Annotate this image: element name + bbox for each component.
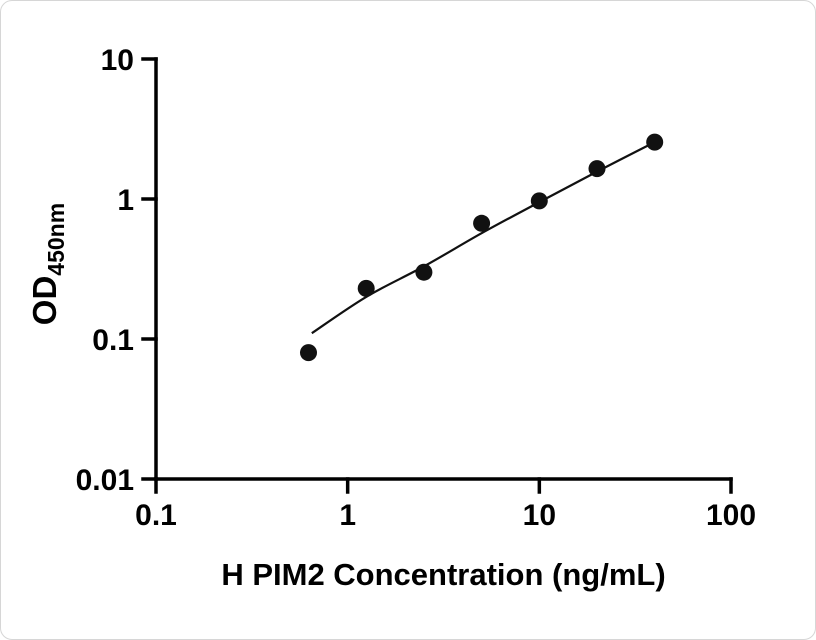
x-tick-label: 1 <box>339 499 356 532</box>
data-points <box>300 133 664 362</box>
y-axis-title-subscript: 450nm <box>42 202 69 276</box>
axes <box>154 57 733 481</box>
data-point <box>646 133 664 151</box>
data-point <box>415 263 433 281</box>
x-tick-label: 0.1 <box>135 499 177 532</box>
data-point <box>473 214 491 232</box>
x-tick-label: 100 <box>706 499 756 532</box>
x-tick-label: 10 <box>523 499 556 532</box>
y-tick-label: 0.01 <box>76 464 134 497</box>
y-axis-title: OD450nm <box>26 203 70 325</box>
data-point <box>357 279 375 297</box>
y-tick-label: 10 <box>101 44 134 77</box>
data-point <box>530 192 548 210</box>
data-point <box>300 344 317 362</box>
y-axis-title-text: OD <box>26 275 64 326</box>
data-point <box>588 160 606 178</box>
x-axis-title: H PIM2 Concentration (ng/mL) <box>221 557 666 592</box>
y-tick-label: 1 <box>117 184 134 217</box>
y-tick-label: 0.1 <box>92 324 134 357</box>
